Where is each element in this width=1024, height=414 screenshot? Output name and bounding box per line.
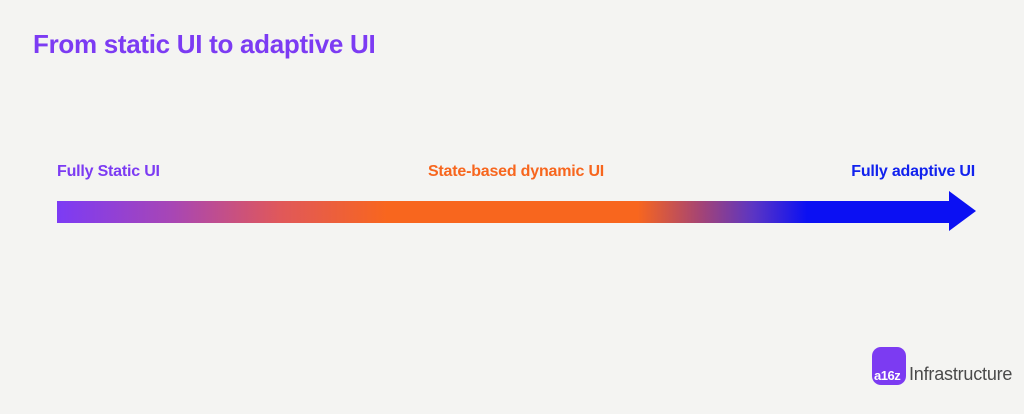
stage-label-state-based-dynamic: State-based dynamic UI	[427, 163, 605, 180]
page-title: From static UI to adaptive UI	[33, 29, 376, 59]
arrow-head-icon	[949, 191, 976, 231]
stage-label-fully-static: Fully Static UI	[57, 163, 160, 180]
a16z-infrastructure-logo: a16z Infrastructure	[872, 347, 1012, 385]
stage-label-fully-adaptive: Fully adaptive UI	[851, 163, 975, 180]
a16z-logo-badge: a16z	[872, 347, 906, 385]
a16z-logo-badge-text: a16z	[874, 368, 901, 383]
logo-wordmark: Infrastructure	[909, 364, 1013, 384]
arrow-shaft	[57, 201, 950, 223]
gradient-spectrum-arrow	[57, 191, 976, 231]
